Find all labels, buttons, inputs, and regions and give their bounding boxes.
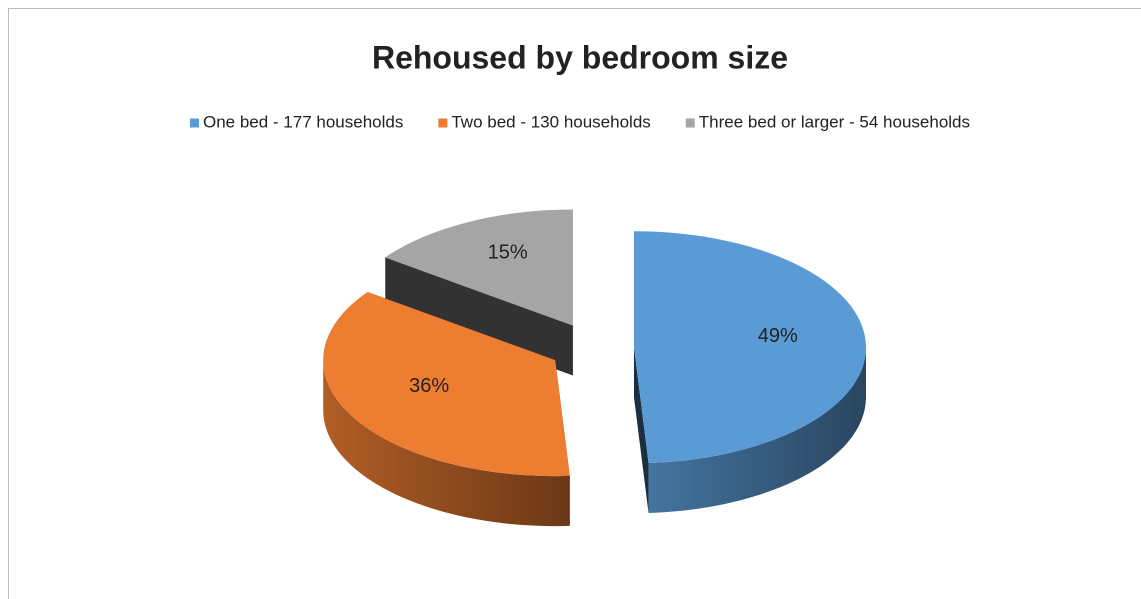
slice-side xyxy=(323,360,570,527)
slice-top xyxy=(385,209,573,326)
legend-swatch xyxy=(189,118,199,128)
chart-frame xyxy=(8,8,1141,599)
slice-top xyxy=(323,291,570,477)
legend-item: Three bed or larger - 54 households xyxy=(685,112,970,131)
legend-item: One bed - 177 households xyxy=(189,112,403,131)
slice: 36% xyxy=(323,291,570,527)
legend: One bed - 177 households Two bed - 130 ho… xyxy=(189,112,970,131)
slice-side xyxy=(648,347,866,513)
slice-cut-face xyxy=(633,347,649,513)
legend-label: Three bed or larger - 54 households xyxy=(699,112,970,131)
slice-cut-face xyxy=(385,257,573,376)
slice-top xyxy=(633,231,866,463)
slice: 49% xyxy=(633,231,866,513)
legend-label: Two bed - 130 households xyxy=(451,112,650,131)
legend-swatch xyxy=(438,118,448,128)
legend-item: Two bed - 130 households xyxy=(438,112,651,131)
slice: 15% xyxy=(385,209,573,376)
pie: 15% 49% 36% xyxy=(323,209,866,527)
data-label: 15% xyxy=(488,242,528,264)
legend-label: One bed - 177 households xyxy=(203,112,403,131)
chart-title: Rehoused by bedroom size xyxy=(372,39,788,75)
data-label: 49% xyxy=(758,325,798,347)
data-label: 36% xyxy=(409,375,449,397)
legend-swatch xyxy=(685,118,695,128)
